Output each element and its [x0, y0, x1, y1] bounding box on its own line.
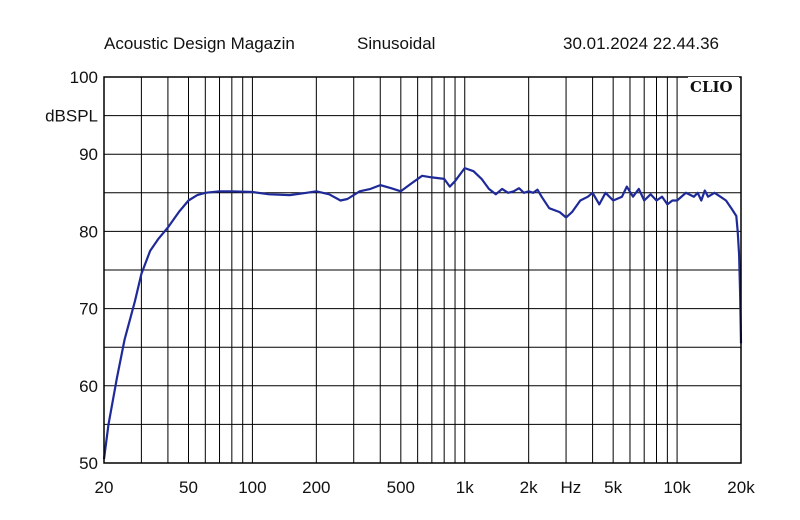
x-tick-label: 50 — [179, 478, 198, 497]
y-tick-label: 90 — [79, 145, 98, 164]
grid — [104, 77, 741, 463]
header-mode: Sinusoidal — [357, 34, 436, 53]
y-tick-label: 100 — [70, 68, 98, 87]
response-curve — [102, 167, 743, 460]
y-tick-label: 50 — [79, 454, 98, 473]
y-axis-unit-label: dBSPL — [45, 107, 98, 126]
x-tick-label: 1k — [456, 478, 474, 497]
x-tick-label: 10k — [663, 478, 691, 497]
x-tick-label: 200 — [302, 478, 330, 497]
x-tick-label: 5k — [604, 478, 622, 497]
y-tick-label: 70 — [79, 300, 98, 319]
plot-frame — [103, 76, 742, 464]
x-tick-label: 2k — [520, 478, 538, 497]
x-tick-label: 100 — [238, 478, 266, 497]
x-axis-unit-label: Hz — [560, 478, 581, 497]
clio-brand: CLIO — [690, 78, 733, 96]
y-tick-label: 80 — [79, 222, 98, 241]
header-left-title: Acoustic Design Magazin — [104, 34, 295, 53]
x-tick-label: 20k — [727, 478, 755, 497]
y-tick-label: 60 — [79, 377, 98, 396]
x-tick-label: 500 — [387, 478, 415, 497]
x-tick-label: 20 — [95, 478, 114, 497]
axis-ticks: 50 60 70 80 90 100 dBSPL 20 50 100 200 500 1k 2k 5k 10k… — [45, 68, 755, 497]
header-timestamp: 30.01.2024 22.44.36 — [563, 34, 719, 53]
brand-backdrop — [688, 77, 739, 95]
